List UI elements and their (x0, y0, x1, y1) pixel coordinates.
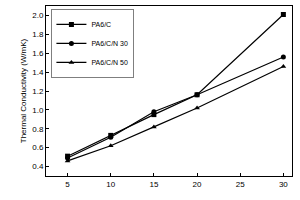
svg-text:10: 10 (106, 180, 115, 189)
svg-text:1.6: 1.6 (32, 49, 44, 58)
svg-text:15: 15 (149, 180, 158, 189)
svg-text:Thermal Conductivity (W/mK): Thermal Conductivity (W/mK) (19, 38, 28, 143)
svg-text:PA6/C/N 30: PA6/C/N 30 (91, 40, 128, 47)
svg-text:PA6/C: PA6/C (91, 21, 111, 28)
svg-text:PA6/C/N 50: PA6/C/N 50 (91, 59, 128, 66)
svg-text:20: 20 (193, 180, 202, 189)
svg-text:0.6: 0.6 (32, 143, 44, 152)
svg-text:1.8: 1.8 (32, 30, 44, 39)
svg-text:25: 25 (236, 180, 245, 189)
svg-text:0.4: 0.4 (32, 162, 44, 171)
svg-text:5: 5 (65, 180, 70, 189)
svg-text:0.8: 0.8 (32, 125, 44, 134)
svg-text:2.0: 2.0 (32, 11, 44, 20)
svg-text:1.4: 1.4 (32, 68, 44, 77)
svg-text:1.0: 1.0 (32, 106, 44, 115)
svg-text:1.2: 1.2 (32, 87, 44, 96)
svg-text:30: 30 (279, 180, 288, 189)
